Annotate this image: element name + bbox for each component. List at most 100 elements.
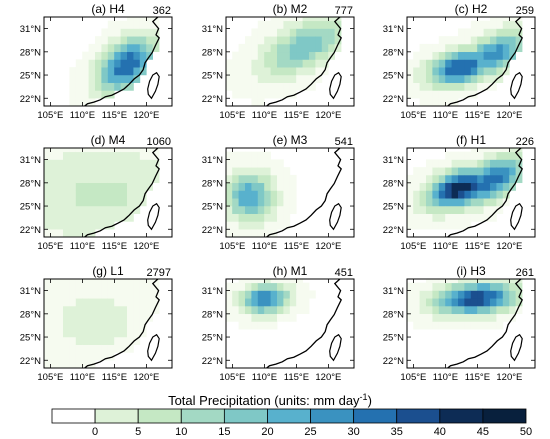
- precip-cell: [101, 51, 109, 60]
- precip-cell: [277, 282, 284, 291]
- precip-cell: [451, 205, 459, 214]
- lon-tick-label: 110°E: [433, 241, 458, 252]
- precip-cell: [226, 229, 233, 237]
- precip-cell: [88, 205, 96, 214]
- precipitation-field: [44, 148, 160, 237]
- precip-cell: [238, 313, 246, 322]
- lat-tick-label: 25°N: [20, 202, 41, 213]
- panel-frame: [225, 16, 355, 107]
- precip-cell: [270, 36, 278, 45]
- precip-cell: [114, 298, 121, 307]
- precip-cell: [63, 229, 70, 237]
- precip-cell: [75, 82, 83, 91]
- precip-cell: [251, 213, 259, 222]
- precip-cell: [114, 167, 121, 176]
- precip-cell: [328, 20, 335, 29]
- precip-cell: [245, 182, 252, 191]
- precip-cell: [270, 213, 278, 222]
- precip-cell: [483, 159, 491, 168]
- precip-cell: [483, 182, 491, 191]
- precip-cell: [496, 67, 504, 76]
- precip-cell: [69, 360, 77, 368]
- precip-cell: [44, 159, 51, 168]
- precip-cell: [133, 51, 141, 60]
- colorbar-swatch: [310, 408, 355, 424]
- precip-cell: [95, 344, 102, 353]
- precip-cell: [127, 82, 134, 91]
- precip-cell: [238, 151, 246, 160]
- china-coastline: [83, 279, 160, 368]
- precip-cell: [107, 213, 115, 222]
- precip-cell: [56, 151, 64, 160]
- precip-cell: [470, 51, 478, 60]
- precip-cell: [477, 213, 484, 222]
- precip-cell: [470, 298, 478, 307]
- precip-cell: [321, 28, 329, 37]
- precip-cell: [264, 313, 271, 322]
- precip-cell: [502, 59, 510, 68]
- precip-cell: [438, 90, 446, 99]
- precip-cell: [502, 151, 510, 160]
- precip-cell: [88, 182, 96, 191]
- precip-cell: [419, 290, 427, 299]
- precip-cell: [44, 167, 51, 176]
- precip-cell: [296, 20, 303, 29]
- precip-cell: [69, 290, 77, 299]
- map-panels: 31°N 28°N 25°N 22°N 105°E 110°E 115°E 120°E (a) …: [20, 2, 536, 383]
- precip-cell: [302, 67, 310, 76]
- precip-cell: [490, 198, 497, 207]
- precip-cell: [251, 36, 259, 45]
- precip-cell: [277, 159, 284, 168]
- precip-cell: [232, 51, 239, 60]
- precip-cell: [264, 279, 271, 284]
- colorbar-tick-label: 35: [391, 426, 403, 438]
- precip-cell: [63, 298, 70, 307]
- precip-cell: [50, 336, 57, 345]
- panel-title: (d) M4: [91, 133, 126, 147]
- precip-cell: [63, 321, 70, 330]
- precip-cell: [270, 282, 278, 291]
- precip-cell: [69, 305, 77, 315]
- precip-cell: [289, 82, 297, 91]
- precip-cell: [264, 51, 271, 60]
- precip-cell: [133, 74, 141, 83]
- precip-cell: [152, 305, 160, 315]
- precip-cell: [120, 282, 128, 291]
- precip-cell: [483, 67, 491, 76]
- precip-cell: [95, 182, 102, 191]
- precip-cell: [270, 221, 278, 230]
- precip-cell: [152, 36, 160, 45]
- precip-cell: [257, 213, 265, 222]
- precip-cell: [302, 59, 310, 68]
- precip-cell: [101, 282, 109, 291]
- precip-cell: [277, 305, 284, 315]
- precip-cell: [309, 290, 316, 299]
- precip-cell: [289, 313, 297, 322]
- precip-cell: [283, 205, 291, 214]
- precip-cell: [69, 213, 77, 222]
- precip-cell: [289, 51, 297, 60]
- precip-cell: [133, 282, 141, 291]
- precip-cell: [445, 205, 452, 214]
- precip-cell: [226, 221, 233, 230]
- precip-cell: [458, 167, 465, 176]
- lon-tick-label: 115°E: [465, 110, 490, 121]
- precip-cell: [82, 90, 89, 99]
- precip-cell: [407, 90, 414, 99]
- precip-cell: [426, 67, 433, 76]
- precip-cell: [257, 282, 265, 291]
- precip-cell: [270, 279, 278, 284]
- precip-cell: [315, 43, 323, 53]
- precip-cell: [277, 298, 284, 307]
- precip-cell: [496, 205, 504, 214]
- precip-cell: [432, 67, 440, 76]
- precip-cell: [458, 198, 465, 207]
- precip-cell: [69, 182, 77, 191]
- precip-cell: [515, 159, 523, 168]
- precip-cell: [63, 352, 70, 361]
- precip-cell: [289, 190, 297, 199]
- precip-cell: [490, 36, 497, 45]
- precip-cell: [464, 321, 472, 330]
- precip-cell: [426, 290, 433, 299]
- precip-cell: [75, 360, 83, 368]
